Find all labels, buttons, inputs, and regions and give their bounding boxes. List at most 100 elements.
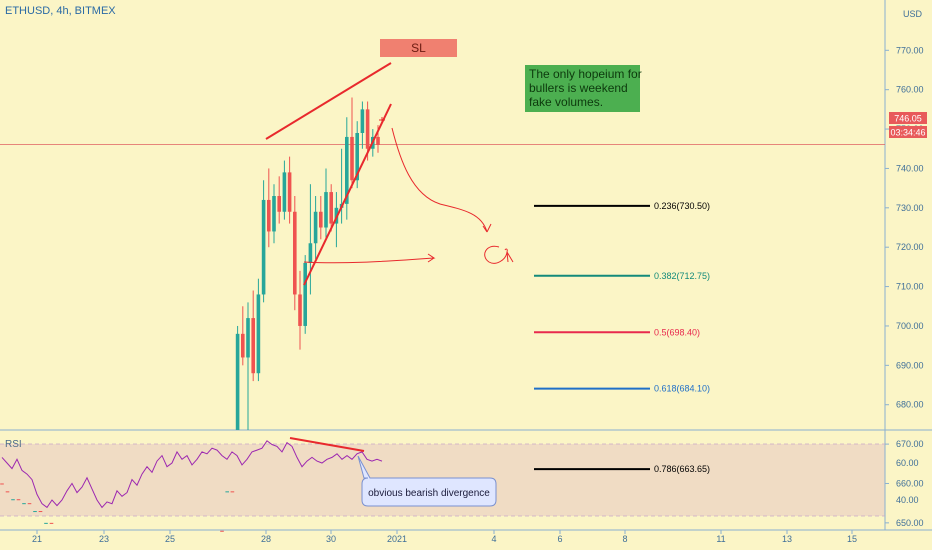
note-line-2: bullers is weekend (529, 81, 628, 95)
fib-level-label: 0.5(698.40) (654, 327, 700, 337)
candle-body (241, 333, 245, 358)
candle-body (235, 333, 240, 430)
drop-arrow (391, 127, 492, 233)
price-badge-text: 746.05 (894, 114, 922, 124)
candle-body (355, 132, 359, 181)
time-tick-label: 4 (491, 534, 496, 544)
candle-body (282, 172, 287, 212)
fib-level-label: 0.236(730.50) (654, 201, 710, 211)
price-badge (889, 112, 927, 124)
price-tick-label: 650.00 (896, 518, 924, 528)
rsi-line (1, 440, 383, 509)
price-tick-label: 670.00 (896, 439, 924, 449)
time-tick-label: 30 (326, 534, 336, 544)
price-tick-label: 710.00 (896, 282, 924, 292)
currency-label: USD (903, 9, 923, 19)
divergence-callout (357, 455, 497, 507)
candle-body (225, 491, 229, 493)
wedge-lower-line (303, 103, 392, 286)
price-tick-label: 740.00 (896, 163, 924, 173)
candle-body (11, 499, 15, 501)
price-tick-label: 770.00 (896, 45, 924, 55)
candle-body (16, 499, 21, 501)
candle-body (272, 196, 276, 232)
candle-body (261, 199, 266, 295)
sl-box (380, 39, 457, 57)
price-tick-label: 720.00 (896, 242, 924, 252)
drawings-layer (265, 62, 514, 286)
time-tick-label: 28 (261, 534, 271, 544)
time-tick-label: 23 (99, 534, 109, 544)
countdown-badge (889, 126, 927, 138)
candle-body (293, 211, 297, 295)
time-tick-label: 11 (716, 534, 725, 544)
fib-level-label: 0.618(684.10) (654, 384, 710, 394)
candle-body (5, 491, 10, 493)
candles-layer (0, 97, 380, 532)
candle-body (329, 192, 333, 224)
price-tick-label: 690.00 (896, 360, 924, 370)
price-tick-label: 730.00 (896, 203, 924, 213)
time-tick-label: 6 (557, 534, 562, 544)
candle-body (230, 491, 235, 493)
candle-body (319, 211, 323, 228)
candle-body (44, 522, 48, 524)
time-tick-label: 21 (32, 534, 42, 544)
sl-label: SL (411, 41, 426, 55)
note-line-3: fake volumes. (529, 95, 603, 109)
crosshair-mark (379, 117, 385, 123)
candle-body (49, 522, 54, 524)
candle-body (308, 243, 313, 263)
candle-body (345, 136, 349, 204)
candle-body (350, 136, 354, 181)
rsi-label: RSI (5, 439, 22, 450)
wedge-upper-line (265, 62, 392, 140)
price-tick-label: 760.00 (896, 85, 924, 95)
rsi-pane: 60.00 40.00 (1, 437, 919, 509)
candle-body (287, 172, 292, 212)
candle-body (38, 511, 43, 513)
candle-body (365, 109, 370, 149)
note-line-1: The only hopeium for (529, 67, 642, 81)
time-tick-label: 15 (847, 534, 857, 544)
candle-body (33, 511, 37, 513)
divergence-text: obvious bearish divergence (368, 488, 490, 499)
candle-body (256, 294, 261, 374)
candle-body (267, 199, 271, 232)
time-tick-label: 2021 (387, 534, 407, 544)
symbol-title: ETHUSD, 4h, BITMEX (5, 5, 116, 17)
time-tick-label: 8 (622, 534, 627, 544)
candle-body (220, 530, 224, 532)
candle-body (376, 136, 380, 145)
price-tick-label: 660.00 (896, 478, 924, 488)
candle-body (251, 318, 255, 374)
fib-levels: 0.236(730.50) 0.382(712.75) 0.5(698.40) 0.6… (534, 201, 710, 474)
time-axis: 21 23 25 28 30 2021 4 6 8 11 13 15 (32, 530, 857, 544)
rsi-tick-label: 60.00 (896, 458, 919, 468)
rsi-tick-label: 40.00 (896, 495, 919, 505)
loop-arrow (484, 245, 514, 264)
countdown-badge-text: 03:34:46 (890, 128, 925, 138)
time-tick-label: 13 (782, 534, 792, 544)
candle-body (303, 262, 307, 326)
price-tick-label: 680.00 (896, 400, 924, 410)
candle-body (360, 109, 365, 133)
fib-level-label: 0.382(712.75) (654, 271, 710, 281)
price-axis: 770.00760.00750.00740.00730.00720.00710.… (885, 45, 924, 528)
rsi-divergence-line (289, 437, 365, 452)
candle-body (22, 503, 26, 505)
note-box (525, 65, 640, 112)
candle-body (27, 503, 32, 505)
fib-level-label: 0.786(663.65) (654, 464, 710, 474)
candle-body (313, 211, 318, 244)
time-tick-label: 25 (165, 534, 175, 544)
price-tick-label: 700.00 (896, 321, 924, 331)
candle-body (246, 318, 250, 358)
candle-body (277, 196, 281, 212)
candle-body (0, 483, 4, 485)
candle-body (298, 294, 302, 326)
horizontal-arrow (303, 253, 436, 264)
candle-body (324, 192, 328, 228)
